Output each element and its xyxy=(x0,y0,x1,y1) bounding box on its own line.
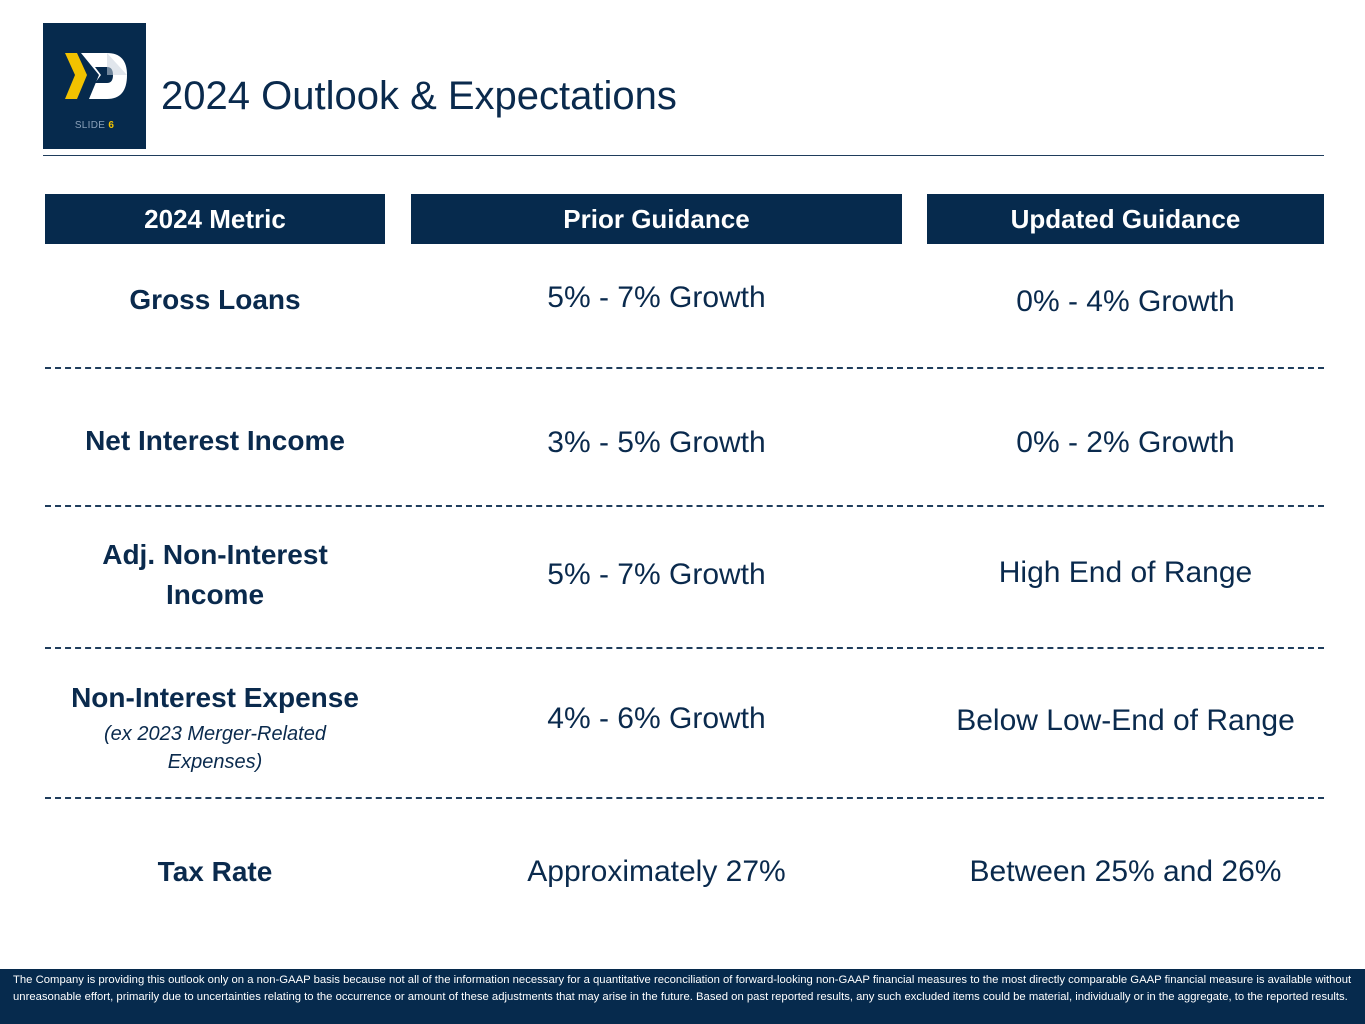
row-divider xyxy=(45,367,1324,369)
logo-chevron-icon xyxy=(65,53,127,99)
page-title: 2024 Outlook & Expectations xyxy=(161,74,677,118)
row-divider xyxy=(45,505,1324,507)
metric-net-interest-income: Net Interest Income xyxy=(85,425,345,456)
updated-non-interest-expense: Below Low-End of Range xyxy=(956,704,1295,737)
prior-tax-rate: Approximately 27% xyxy=(527,855,786,888)
metric-note: (ex 2023 Merger-Related Expenses) xyxy=(104,723,326,773)
column-header-updated-guidance: Updated Guidance xyxy=(927,194,1324,244)
company-logo: SLIDE 6 xyxy=(43,23,146,149)
updated-net-interest-income: 0% - 2% Growth xyxy=(1016,426,1235,459)
column-header-prior-guidance: Prior Guidance xyxy=(411,194,902,244)
slide-number: SLIDE 6 xyxy=(74,120,115,131)
metric-adj-non-interest-income: Adj. Non-Interest Income xyxy=(102,539,328,610)
title-divider xyxy=(43,155,1324,156)
column-header-metric: 2024 Metric xyxy=(45,194,385,244)
prior-gross-loans: 5% - 7% Growth xyxy=(547,281,766,314)
metric-non-interest-expense: Non-Interest Expense (ex 2023 Merger-Rel… xyxy=(45,678,385,776)
updated-adj-non-interest-income: High End of Range xyxy=(998,556,1253,589)
prior-non-interest-expense: 4% - 6% Growth xyxy=(547,702,766,735)
metric-gross-loans: Gross Loans xyxy=(129,284,301,315)
row-divider xyxy=(45,647,1324,649)
updated-tax-rate: Between 25% and 26% xyxy=(969,855,1282,888)
disclaimer-footer: The Company is providing this outlook on… xyxy=(0,969,1365,1024)
updated-gross-loans: 0% - 4% Growth xyxy=(1016,285,1235,318)
prior-net-interest-income: 3% - 5% Growth xyxy=(547,426,766,459)
prior-adj-non-interest-income: 5% - 7% Growth xyxy=(547,558,766,591)
metric-tax-rate: Tax Rate xyxy=(157,856,273,887)
row-divider xyxy=(45,797,1324,799)
